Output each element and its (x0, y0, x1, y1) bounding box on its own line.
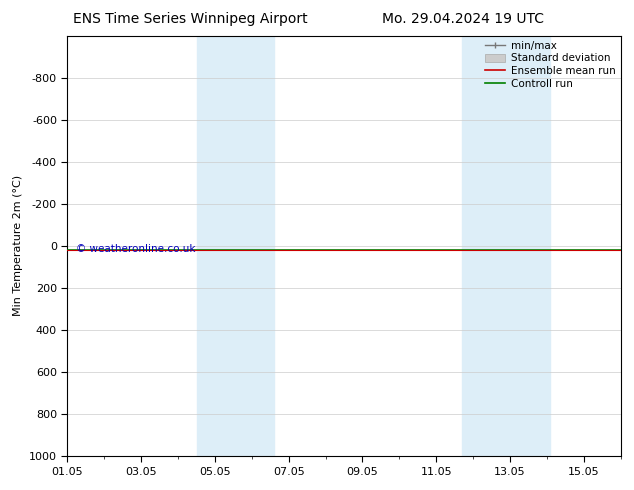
Text: ENS Time Series Winnipeg Airport: ENS Time Series Winnipeg Airport (73, 12, 307, 26)
Text: Mo. 29.04.2024 19 UTC: Mo. 29.04.2024 19 UTC (382, 12, 544, 26)
Bar (197, 36, 274, 456)
Legend: min/max, Standard deviation, Ensemble mean run, Controll run: min/max, Standard deviation, Ensemble me… (482, 39, 618, 91)
Text: © weatheronline.co.uk: © weatheronline.co.uk (76, 244, 195, 254)
Bar (462, 36, 550, 456)
Y-axis label: Min Temperature 2m (°C): Min Temperature 2m (°C) (13, 175, 23, 317)
